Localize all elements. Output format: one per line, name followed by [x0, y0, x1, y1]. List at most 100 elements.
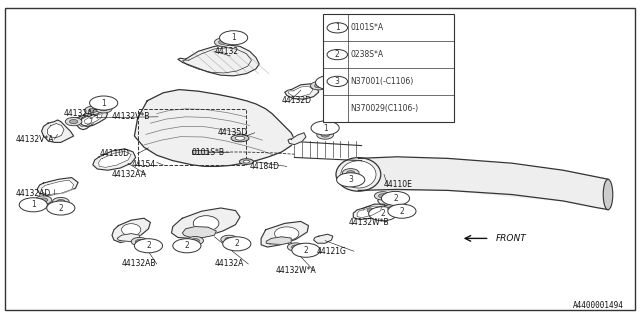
Text: 44132: 44132: [214, 47, 239, 56]
Text: 2: 2: [380, 209, 385, 218]
Circle shape: [374, 192, 391, 200]
Polygon shape: [353, 204, 387, 220]
Text: 1: 1: [31, 200, 36, 209]
Text: 3: 3: [348, 175, 353, 184]
Text: 2: 2: [393, 194, 398, 203]
Circle shape: [310, 82, 327, 90]
Polygon shape: [42, 180, 74, 195]
Text: 2: 2: [146, 241, 151, 250]
Text: 2: 2: [399, 207, 404, 216]
Circle shape: [191, 239, 200, 243]
Ellipse shape: [604, 179, 613, 210]
Ellipse shape: [231, 135, 249, 142]
Circle shape: [131, 237, 148, 246]
Text: 44132AC: 44132AC: [64, 109, 99, 118]
Text: N370029(C1106-): N370029(C1106-): [350, 104, 418, 113]
Text: 2: 2: [234, 239, 239, 248]
Text: 1: 1: [231, 33, 236, 42]
Text: 44132V*A: 44132V*A: [16, 135, 54, 144]
Ellipse shape: [122, 224, 141, 236]
Text: 0238S*A: 0238S*A: [350, 50, 383, 59]
Circle shape: [90, 96, 118, 110]
Polygon shape: [117, 234, 140, 242]
Circle shape: [95, 105, 112, 113]
Circle shape: [187, 236, 204, 245]
Text: 44135D: 44135D: [218, 128, 248, 137]
Text: 2: 2: [335, 50, 340, 59]
Circle shape: [381, 191, 410, 205]
Text: 44154: 44154: [131, 160, 156, 169]
Text: 0101S*B: 0101S*B: [192, 148, 225, 156]
Ellipse shape: [193, 216, 219, 231]
Text: 1: 1: [101, 99, 106, 108]
Circle shape: [327, 50, 348, 60]
Polygon shape: [80, 110, 108, 126]
Circle shape: [35, 196, 52, 204]
Text: 2: 2: [184, 241, 189, 250]
Polygon shape: [84, 114, 102, 124]
Text: 2: 2: [58, 204, 63, 212]
Text: FRONT: FRONT: [496, 234, 527, 243]
Polygon shape: [285, 84, 319, 99]
Text: 0101S*A: 0101S*A: [350, 23, 383, 32]
Text: 44132D: 44132D: [282, 96, 312, 105]
Circle shape: [327, 76, 348, 86]
Text: N37001(-C1106): N37001(-C1106): [350, 77, 413, 86]
Circle shape: [378, 194, 387, 198]
Polygon shape: [182, 227, 216, 237]
Text: 44132W*B: 44132W*B: [349, 218, 389, 227]
Circle shape: [100, 107, 108, 111]
Circle shape: [292, 243, 320, 257]
Circle shape: [218, 40, 227, 44]
Text: 44184D: 44184D: [250, 162, 280, 171]
Circle shape: [327, 23, 348, 33]
Circle shape: [84, 106, 101, 115]
Polygon shape: [288, 133, 306, 145]
Polygon shape: [93, 149, 136, 170]
Circle shape: [52, 197, 69, 206]
Circle shape: [292, 245, 300, 249]
Polygon shape: [178, 45, 259, 76]
Polygon shape: [79, 116, 92, 126]
Polygon shape: [358, 158, 608, 210]
Circle shape: [134, 239, 163, 253]
Polygon shape: [172, 208, 240, 238]
Circle shape: [220, 31, 248, 45]
Text: 44132W*A: 44132W*A: [275, 266, 316, 275]
Text: 44132AD: 44132AD: [16, 189, 51, 198]
Circle shape: [342, 169, 359, 177]
Ellipse shape: [236, 136, 245, 140]
Polygon shape: [99, 151, 131, 167]
Polygon shape: [112, 218, 150, 243]
Circle shape: [221, 235, 237, 244]
Circle shape: [347, 171, 355, 175]
Circle shape: [317, 131, 333, 139]
Circle shape: [214, 38, 231, 46]
Text: 1: 1: [323, 124, 328, 132]
Circle shape: [287, 243, 304, 251]
Circle shape: [388, 207, 396, 211]
Text: 44132AA: 44132AA: [112, 170, 147, 179]
Polygon shape: [134, 90, 294, 166]
Polygon shape: [47, 124, 64, 138]
Ellipse shape: [243, 160, 250, 163]
Circle shape: [65, 117, 82, 126]
Text: 44132V*B: 44132V*B: [112, 112, 150, 121]
Circle shape: [315, 84, 323, 88]
Ellipse shape: [336, 158, 381, 191]
Circle shape: [56, 200, 65, 204]
Polygon shape: [288, 86, 313, 97]
Circle shape: [383, 204, 400, 213]
Text: 44132AB: 44132AB: [122, 260, 156, 268]
Polygon shape: [42, 120, 74, 142]
Circle shape: [19, 198, 47, 212]
Circle shape: [173, 239, 201, 253]
Bar: [192, 150, 208, 154]
Circle shape: [40, 198, 48, 202]
Polygon shape: [76, 113, 96, 130]
Circle shape: [367, 209, 375, 213]
Text: 44121G: 44121G: [317, 247, 347, 256]
Ellipse shape: [239, 159, 253, 164]
Polygon shape: [37, 178, 78, 195]
Circle shape: [337, 173, 365, 187]
